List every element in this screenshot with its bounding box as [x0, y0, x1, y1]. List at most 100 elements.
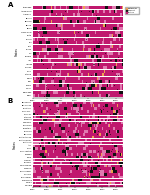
Bar: [68, 184, 69, 187]
Bar: [82, 80, 84, 83]
Bar: [115, 20, 119, 23]
Bar: [66, 150, 67, 153]
Bar: [106, 24, 112, 27]
Bar: [92, 130, 93, 133]
Bar: [72, 147, 75, 150]
Bar: [69, 48, 72, 51]
Bar: [41, 167, 42, 170]
Bar: [60, 59, 61, 62]
Bar: [51, 66, 52, 69]
Bar: [43, 105, 45, 107]
Bar: [114, 159, 115, 161]
Bar: [38, 94, 39, 97]
Bar: [107, 165, 108, 167]
Bar: [69, 10, 71, 13]
Bar: [68, 156, 72, 158]
Bar: [38, 150, 43, 153]
Bar: [59, 119, 60, 121]
Bar: [99, 116, 104, 118]
Bar: [117, 156, 120, 158]
Bar: [78, 59, 83, 62]
Bar: [49, 153, 52, 156]
Bar: [120, 52, 122, 55]
Bar: [103, 102, 106, 104]
Text: A: A: [8, 2, 13, 8]
Bar: [48, 147, 51, 150]
Bar: [58, 102, 60, 104]
Bar: [105, 80, 108, 83]
Bar: [76, 156, 77, 158]
Bar: [64, 17, 67, 20]
Bar: [92, 116, 95, 118]
Bar: [77, 124, 78, 127]
Bar: [106, 144, 111, 147]
Bar: [57, 38, 58, 41]
Bar: [116, 116, 117, 118]
Bar: [56, 116, 60, 118]
Bar: [91, 165, 93, 167]
Bar: [70, 124, 71, 127]
Bar: [64, 107, 67, 110]
Bar: [73, 91, 75, 94]
Bar: [48, 38, 51, 41]
Bar: [119, 27, 120, 30]
Bar: [103, 147, 107, 150]
Bar: [33, 139, 37, 141]
Bar: [92, 136, 94, 138]
Bar: [92, 105, 93, 107]
Bar: [122, 113, 123, 115]
Bar: [70, 122, 75, 124]
Bar: [57, 110, 60, 113]
Bar: [59, 87, 63, 90]
Bar: [81, 73, 82, 76]
Bar: [71, 55, 73, 58]
Bar: [68, 102, 72, 104]
Bar: [41, 139, 43, 141]
Bar: [66, 147, 69, 150]
Bar: [91, 182, 95, 184]
Bar: [81, 173, 86, 176]
Bar: [41, 165, 43, 167]
Bar: [34, 107, 39, 110]
Bar: [121, 122, 123, 124]
Bar: [87, 41, 92, 44]
Bar: [74, 31, 75, 34]
Bar: [40, 59, 41, 62]
Bar: [75, 94, 76, 97]
Bar: [58, 184, 59, 187]
Bar: [81, 127, 83, 130]
Bar: [55, 136, 58, 138]
Bar: [65, 45, 66, 48]
Bar: [76, 27, 80, 30]
Bar: [98, 124, 101, 127]
Bar: [119, 45, 121, 48]
Bar: [42, 6, 43, 9]
Bar: [112, 182, 113, 184]
Bar: [79, 167, 82, 170]
Bar: [67, 38, 68, 41]
Bar: [101, 107, 106, 110]
Bar: [117, 66, 121, 69]
Bar: [42, 170, 43, 173]
Bar: [121, 142, 123, 144]
Bar: [65, 116, 67, 118]
Bar: [38, 119, 40, 121]
Bar: [92, 153, 96, 156]
Bar: [85, 10, 90, 13]
Bar: [91, 105, 92, 107]
Bar: [61, 144, 65, 147]
Bar: [104, 87, 106, 90]
Bar: [33, 45, 37, 48]
Bar: [86, 34, 89, 37]
Bar: [44, 52, 47, 55]
Bar: [114, 184, 115, 187]
Bar: [84, 142, 86, 144]
Bar: [89, 162, 95, 164]
Bar: [111, 179, 114, 181]
Bar: [111, 10, 114, 13]
Bar: [86, 133, 90, 136]
Bar: [111, 63, 112, 66]
Bar: [45, 159, 48, 161]
Bar: [121, 34, 123, 37]
Bar: [112, 91, 114, 94]
